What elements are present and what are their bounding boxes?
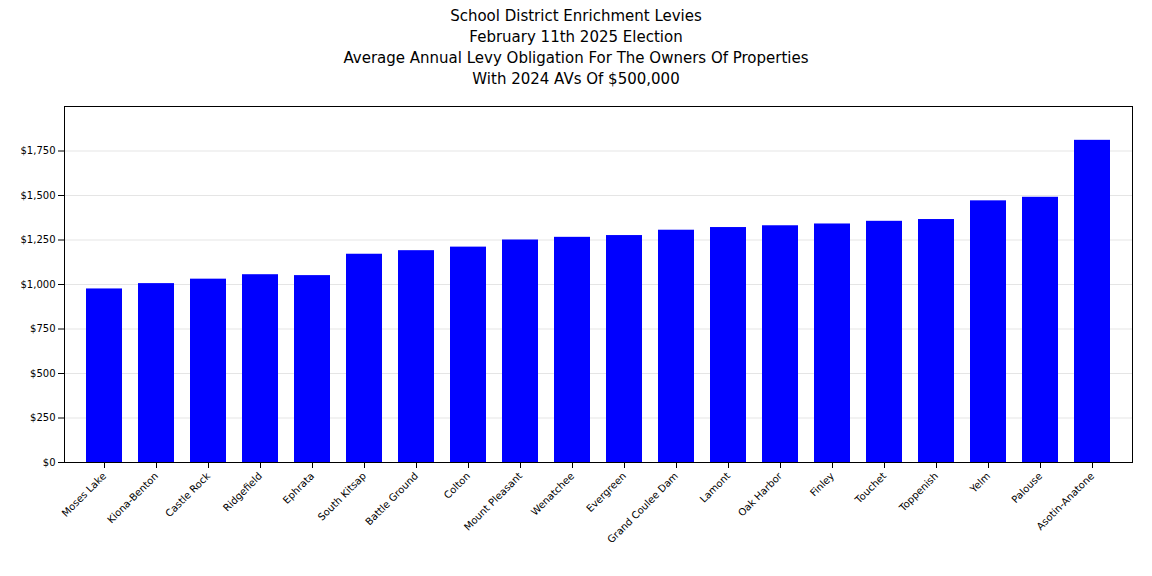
svg-text:Asotin-Anatone: Asotin-Anatone	[1034, 470, 1096, 532]
svg-text:Lamont: Lamont	[698, 470, 733, 505]
svg-text:$0: $0	[43, 457, 56, 468]
svg-text:Touchet: Touchet	[852, 470, 888, 506]
svg-text:Wenatchee: Wenatchee	[529, 470, 576, 517]
svg-text:Ephrata: Ephrata	[281, 470, 317, 506]
html-text:School District Enrichment Lev: School District Enrichment Levies Februa…	[343, 7, 809, 88]
svg-text:Grand Coulee Dam: Grand Coulee Dam	[605, 470, 680, 545]
svg-text:Ridgefield: Ridgefield	[221, 470, 264, 513]
svg-text:Yelm: Yelm	[967, 470, 992, 495]
svg-text:$1,750: $1,750	[21, 145, 56, 156]
svg-text:Palouse: Palouse	[1009, 470, 1044, 505]
svg-text:Finley: Finley	[808, 470, 836, 498]
svg-text:South Kitsap: South Kitsap	[316, 470, 368, 522]
svg-text:Moses Lake: Moses Lake	[60, 470, 109, 519]
svg-text:Castle Rock: Castle Rock	[163, 470, 212, 519]
svg-text:$250: $250	[30, 412, 55, 423]
svg-text:Mount Pleasant: Mount Pleasant	[462, 470, 524, 532]
svg-text:$1,250: $1,250	[21, 234, 56, 245]
svg-text:$1,500: $1,500	[21, 190, 56, 201]
svg-text:Toppenish: Toppenish	[896, 470, 940, 514]
svg-text:Oak Harbor: Oak Harbor	[736, 470, 785, 519]
svg-text:Battle Ground: Battle Ground	[363, 470, 420, 527]
svg-text:Kiona-Benton: Kiona-Benton	[105, 470, 160, 525]
svg-text:Evergreen: Evergreen	[584, 470, 628, 514]
svg-text:$1,000: $1,000	[21, 279, 56, 290]
svg-text:Colton: Colton	[442, 470, 473, 501]
svg-text:$500: $500	[30, 368, 55, 379]
svg-text:$750: $750	[30, 323, 55, 334]
